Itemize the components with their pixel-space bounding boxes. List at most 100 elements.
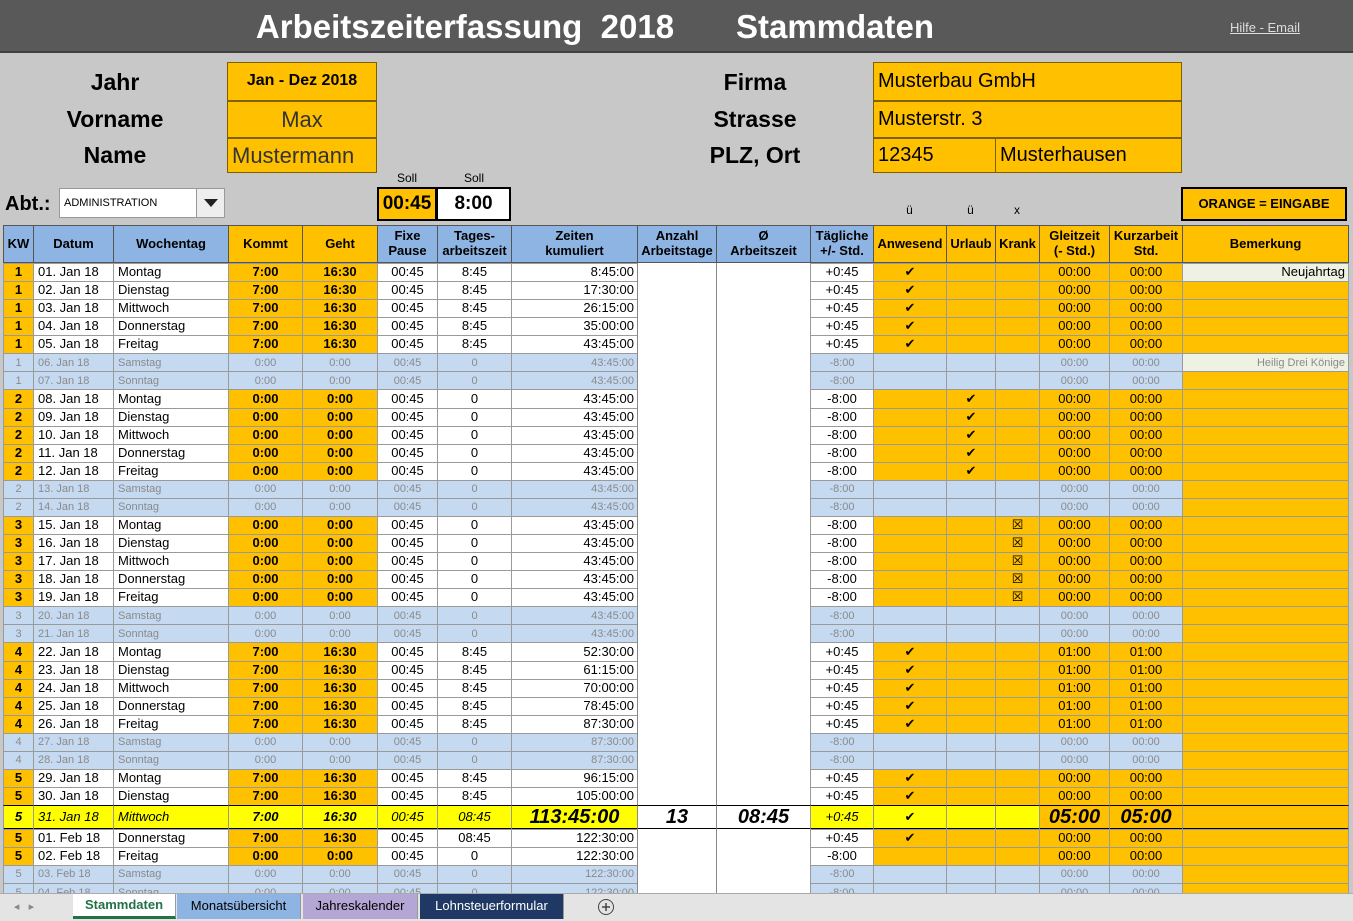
- cell-text[interactable]: 00:00: [1109, 371, 1183, 391]
- cell-text[interactable]: 00:00: [1109, 865, 1183, 885]
- cell-text[interactable]: 00:00: [1039, 425, 1110, 445]
- cell[interactable]: [1182, 624, 1349, 644]
- cell-text[interactable]: 16:30: [302, 299, 378, 319]
- cell-text[interactable]: 00:00: [1039, 497, 1110, 517]
- cell-text[interactable]: ✔: [873, 829, 947, 849]
- cell-text[interactable]: ☒: [995, 552, 1040, 572]
- cell[interactable]: [946, 299, 996, 319]
- cell-text[interactable]: 0:00: [302, 732, 378, 752]
- cell-text[interactable]: ✔: [946, 425, 996, 445]
- cell-text[interactable]: 0:00: [228, 461, 303, 481]
- cell[interactable]: [873, 732, 947, 752]
- cell-text[interactable]: 16:30: [302, 714, 378, 734]
- cell[interactable]: [946, 768, 996, 789]
- cell-text[interactable]: 00:00: [1039, 883, 1110, 893]
- cell-text[interactable]: 00:00: [1039, 371, 1110, 391]
- sheet-tab[interactable]: Monatsübersicht: [177, 894, 301, 919]
- cell[interactable]: [995, 714, 1040, 734]
- cell[interactable]: [1182, 805, 1349, 831]
- cell-text[interactable]: 00:00: [1109, 443, 1183, 463]
- input[interactable]: 8:00: [436, 187, 511, 221]
- cell-text[interactable]: 00:00: [1039, 606, 1110, 626]
- input[interactable]: Mustermann: [227, 138, 377, 173]
- cell-text[interactable]: 00:00: [1039, 479, 1110, 499]
- cell[interactable]: [1182, 678, 1349, 698]
- cell-text[interactable]: 7:00: [228, 317, 303, 337]
- cell-text[interactable]: 7:00: [228, 642, 303, 662]
- cell-text[interactable]: 00:00: [1109, 552, 1183, 572]
- cell[interactable]: [873, 534, 947, 554]
- cell[interactable]: [1182, 588, 1349, 608]
- cell-text[interactable]: 16:30: [302, 678, 378, 698]
- cell-text[interactable]: 00:00: [1039, 443, 1110, 463]
- cell[interactable]: [873, 552, 947, 572]
- cell-text[interactable]: 16:30: [302, 829, 378, 849]
- cell-text[interactable]: 16:30: [302, 281, 378, 301]
- cell[interactable]: [1182, 552, 1349, 572]
- cell-text[interactable]: Heilig Drei Könige: [1182, 353, 1349, 373]
- cell-text[interactable]: 00:00: [1109, 570, 1183, 590]
- cell[interactable]: [946, 678, 996, 698]
- cell-text[interactable]: 0:00: [228, 588, 303, 608]
- cell[interactable]: [946, 479, 996, 499]
- cell-text[interactable]: 16:30: [302, 263, 378, 283]
- cell-text[interactable]: 00:00: [1039, 829, 1110, 849]
- cell[interactable]: [946, 515, 996, 536]
- cell-text[interactable]: 0:00: [302, 425, 378, 445]
- cell-text[interactable]: 00:00: [1039, 389, 1110, 409]
- cell-text[interactable]: 0:00: [302, 371, 378, 391]
- cell-text[interactable]: 0:00: [228, 515, 303, 536]
- cell[interactable]: [1182, 534, 1349, 554]
- cell-text[interactable]: 0:00: [228, 425, 303, 445]
- cell[interactable]: [873, 606, 947, 626]
- cell[interactable]: [873, 497, 947, 517]
- cell-text[interactable]: 01:00: [1109, 660, 1183, 680]
- cell-text[interactable]: 7:00: [228, 787, 303, 807]
- cell-text[interactable]: 00:00: [1039, 353, 1110, 373]
- cell-text[interactable]: ✔: [873, 660, 947, 680]
- cell[interactable]: [1182, 407, 1349, 427]
- cell[interactable]: [1182, 750, 1349, 770]
- cell[interactable]: [995, 865, 1040, 885]
- cell[interactable]: [995, 678, 1040, 698]
- cell[interactable]: [1182, 389, 1349, 409]
- cell[interactable]: [873, 624, 947, 644]
- cell[interactable]: [995, 335, 1040, 355]
- cell-text[interactable]: ✔: [873, 299, 947, 319]
- cell-text[interactable]: 0:00: [228, 353, 303, 373]
- cell[interactable]: [946, 642, 996, 662]
- cell[interactable]: [1182, 570, 1349, 590]
- cell-text[interactable]: 01:00: [1039, 678, 1110, 698]
- cell-text[interactable]: 00:00: [1039, 847, 1110, 867]
- input[interactable]: Jan - Dez 2018: [227, 62, 377, 101]
- cell-text[interactable]: ✔: [946, 389, 996, 409]
- cell-text[interactable]: 00:00: [1109, 263, 1183, 283]
- cell[interactable]: [1182, 299, 1349, 319]
- cell-text[interactable]: 00:00: [1039, 407, 1110, 427]
- tab-nav[interactable]: ◂ ▸: [13, 900, 35, 913]
- cell[interactable]: [946, 570, 996, 590]
- cell[interactable]: [1182, 461, 1349, 481]
- cell-text[interactable]: 7:00: [228, 335, 303, 355]
- cell-text[interactable]: 00:00: [1109, 281, 1183, 301]
- cell-text[interactable]: 0:00: [302, 461, 378, 481]
- cell[interactable]: [946, 750, 996, 770]
- cell-text[interactable]: 00:00: [1109, 425, 1183, 445]
- cell[interactable]: [946, 552, 996, 572]
- cell[interactable]: [946, 829, 996, 849]
- cell[interactable]: [995, 805, 1040, 831]
- cell-text[interactable]: 0:00: [302, 606, 378, 626]
- cell[interactable]: [946, 606, 996, 626]
- cell-text[interactable]: 00:00: [1039, 624, 1110, 644]
- cell-text[interactable]: 7:00: [228, 696, 303, 716]
- cell-text[interactable]: 0:00: [228, 732, 303, 752]
- cell-text[interactable]: 00:00: [1039, 335, 1110, 355]
- cell-text[interactable]: 00:00: [1109, 335, 1183, 355]
- cell-text[interactable]: 00:00: [1039, 263, 1110, 283]
- cell[interactable]: [946, 787, 996, 807]
- cell-text[interactable]: 00:00: [1039, 588, 1110, 608]
- cell-text[interactable]: ✔: [873, 281, 947, 301]
- cell-text[interactable]: 7:00: [228, 805, 303, 831]
- cell[interactable]: [873, 883, 947, 893]
- cell-text[interactable]: 00:00: [1039, 299, 1110, 319]
